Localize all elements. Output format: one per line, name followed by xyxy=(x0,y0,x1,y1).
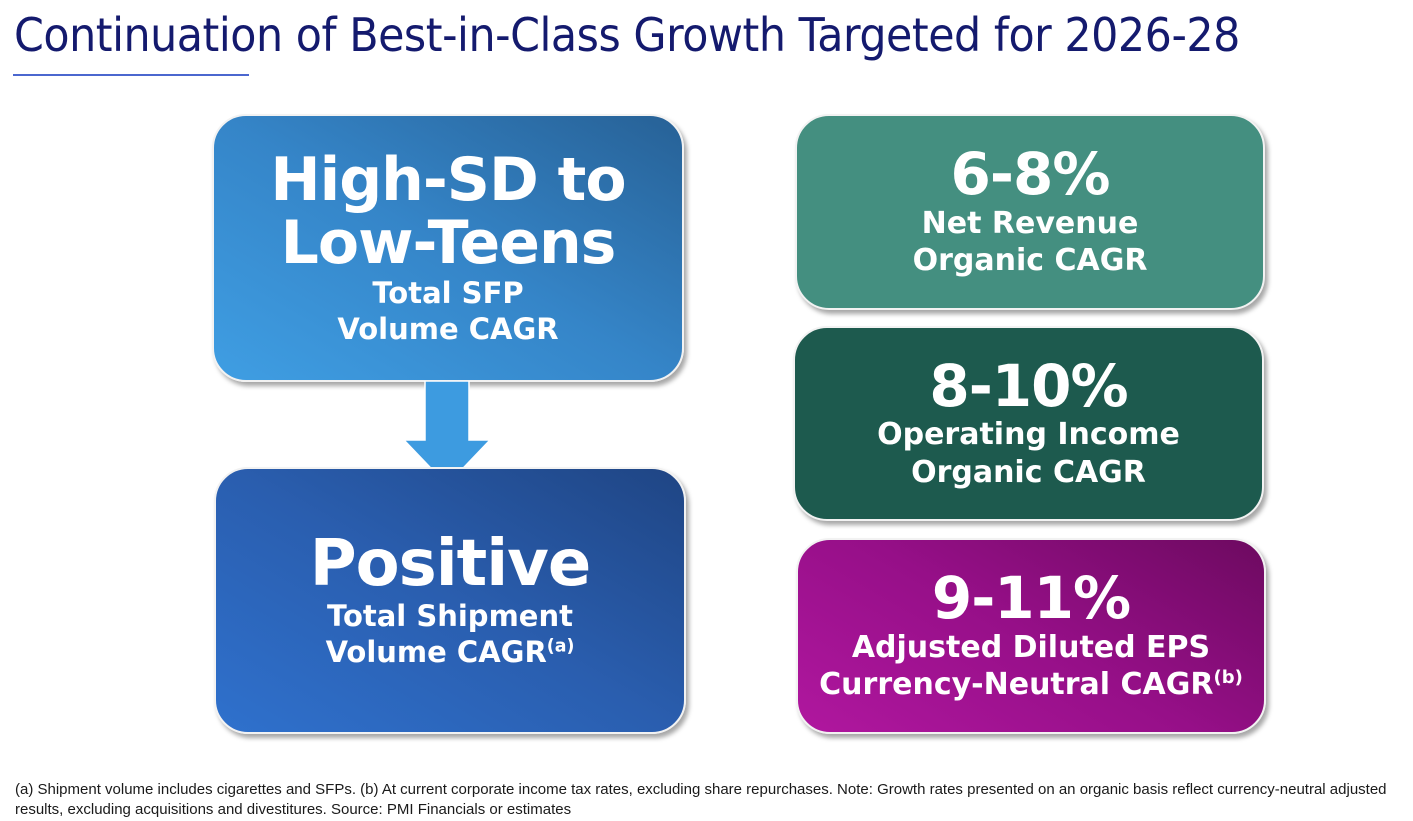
operating-income-label-line2: Organic CAGR xyxy=(911,454,1146,490)
shipment-label-line2-text: Volume CAGR xyxy=(325,635,547,670)
shipment-label-line1: Total Shipment xyxy=(327,598,573,633)
arrow-shape xyxy=(402,381,492,487)
page-title: Continuation of Best-in-Class Growth Tar… xyxy=(14,8,1240,62)
sfp-volume-box: High-SD to Low-Teens Total SFP Volume CA… xyxy=(212,114,684,382)
sfp-label-line2: Volume CAGR xyxy=(337,312,559,346)
eps-box: 9-11% Adjusted Diluted EPS Currency-Neut… xyxy=(796,538,1266,734)
sfp-headline-line1: High-SD to xyxy=(270,144,626,215)
sfp-headline-line2: Low-Teens xyxy=(280,207,617,278)
sfp-volume-label: Total SFP Volume CAGR xyxy=(337,275,558,348)
footnote: (a) Shipment volume includes cigarettes … xyxy=(15,781,1387,818)
shipment-label-line2: Volume CAGR(a) xyxy=(326,634,575,670)
net-revenue-label-line2: Organic CAGR xyxy=(912,243,1148,279)
sfp-label-line1: Total SFP xyxy=(372,275,524,310)
sfp-volume-headline: High-SD to Low-Teens xyxy=(270,144,626,278)
eps-label-line1: Adjusted Diluted EPS xyxy=(851,629,1211,665)
eps-value: 9-11% xyxy=(931,564,1131,633)
net-revenue-value: 6-8% xyxy=(950,140,1111,209)
eps-label-line2-text: Currency-Neutral CAGR xyxy=(819,667,1214,703)
arrow-down-icon xyxy=(402,381,492,487)
net-revenue-label: Net Revenue Organic CAGR xyxy=(913,205,1148,280)
title-underline xyxy=(13,74,249,76)
shipment-headline: Positive xyxy=(309,526,592,601)
eps-label: Adjusted Diluted EPS Currency-Neutral CA… xyxy=(819,629,1243,704)
shipment-label: Total Shipment Volume CAGR(a) xyxy=(326,598,575,671)
shipment-volume-box: Positive Total Shipment Volume CAGR(a) xyxy=(214,467,686,734)
operating-income-value: 8-10% xyxy=(929,351,1128,420)
footnote-marker-a: (a) xyxy=(546,636,575,657)
operating-income-label: Operating Income Organic CAGR xyxy=(877,416,1180,491)
operating-income-box: 8-10% Operating Income Organic CAGR xyxy=(793,326,1264,521)
eps-label-line2: Currency-Neutral CAGR(b) xyxy=(819,666,1243,704)
net-revenue-box: 6-8% Net Revenue Organic CAGR xyxy=(795,114,1265,310)
net-revenue-label-line1: Net Revenue xyxy=(921,205,1139,241)
operating-income-label-line1: Operating Income xyxy=(877,417,1180,453)
footnote-marker-b: (b) xyxy=(1213,667,1243,689)
